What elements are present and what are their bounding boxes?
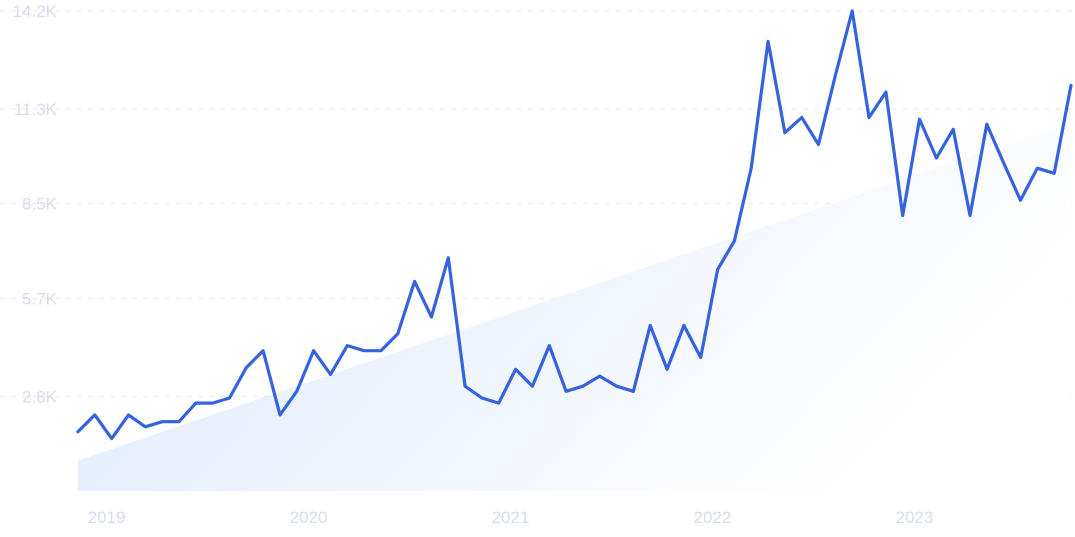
data-point <box>514 367 518 371</box>
series-line <box>76 9 1073 441</box>
trend-area <box>78 122 1071 492</box>
data-point <box>1035 166 1039 170</box>
x-axis-tick-labels: 2019 2020 2021 2022 2023 <box>88 508 934 527</box>
y-tick-label: 5.7K <box>22 289 58 308</box>
data-point <box>732 239 736 243</box>
data-point <box>749 166 753 170</box>
data-point <box>934 156 938 160</box>
data-point <box>497 401 501 405</box>
data-point <box>463 384 467 388</box>
data-point <box>884 90 888 94</box>
data-point <box>227 396 231 400</box>
data-point <box>345 344 349 348</box>
data-point <box>547 344 551 348</box>
data-point <box>985 122 989 126</box>
data-point <box>379 349 383 353</box>
data-point <box>429 315 433 319</box>
data-point <box>918 117 922 121</box>
data-point <box>817 143 821 147</box>
data-point <box>261 349 265 353</box>
data-point <box>968 214 972 218</box>
data-point <box>76 430 80 434</box>
data-point <box>396 332 400 336</box>
data-point <box>682 323 686 327</box>
data-point <box>800 115 804 119</box>
data-point <box>833 73 837 77</box>
data-point <box>160 420 164 424</box>
data-point <box>244 366 248 370</box>
x-tick-label: 2022 <box>694 508 732 527</box>
data-point <box>295 389 299 393</box>
data-point <box>143 425 147 429</box>
data-point <box>648 323 652 327</box>
y-tick-label: 11.3K <box>14 100 58 119</box>
data-point <box>1069 83 1073 87</box>
y-tick-label: 14.2K <box>13 2 58 21</box>
x-tick-label: 2020 <box>290 508 328 527</box>
data-point <box>850 9 854 13</box>
data-point <box>1002 161 1006 165</box>
data-point <box>699 355 703 359</box>
data-point <box>901 214 905 218</box>
data-point <box>631 389 635 393</box>
data-point <box>278 413 282 417</box>
x-tick-label: 2021 <box>492 508 530 527</box>
data-point <box>665 367 669 371</box>
x-tick-label: 2019 <box>88 508 126 527</box>
data-point <box>716 268 720 272</box>
y-tick-label: 2.8K <box>22 387 58 406</box>
data-point <box>328 372 332 376</box>
data-point <box>480 396 484 400</box>
x-tick-label: 2023 <box>896 508 934 527</box>
data-point <box>951 127 955 131</box>
data-point <box>564 389 568 393</box>
data-point <box>93 413 97 417</box>
data-point <box>110 437 114 441</box>
data-point <box>413 279 417 283</box>
data-point <box>530 384 534 388</box>
data-point <box>1052 171 1056 175</box>
data-point <box>194 401 198 405</box>
data-point <box>598 374 602 378</box>
y-tick-label: 8.5K <box>22 195 58 214</box>
data-point <box>867 115 871 119</box>
data-point <box>362 349 366 353</box>
data-point <box>615 384 619 388</box>
data-point <box>766 39 770 43</box>
data-point <box>783 131 787 135</box>
data-point <box>126 413 130 417</box>
data-point <box>446 256 450 260</box>
data-point <box>312 349 316 353</box>
data-point <box>1019 198 1023 202</box>
data-point <box>177 420 181 424</box>
data-point <box>581 384 585 388</box>
data-point <box>211 401 215 405</box>
y-axis-tick-labels: 2.8K 5.7K 8.5K 11.3K 14.2K <box>13 2 58 406</box>
